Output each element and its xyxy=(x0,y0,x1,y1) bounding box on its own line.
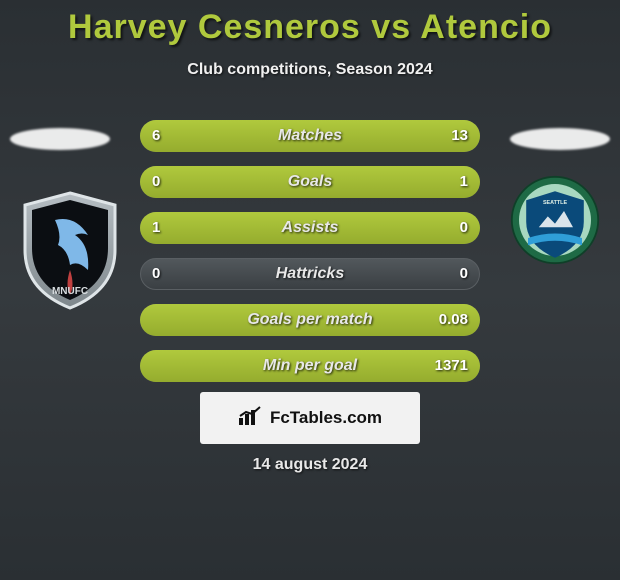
svg-text:SEATTLE: SEATTLE xyxy=(543,200,568,206)
stat-row: 10Assists xyxy=(140,212,480,244)
player-halo-left xyxy=(10,128,110,150)
subtitle: Club competitions, Season 2024 xyxy=(0,61,620,79)
page-title: Harvey Cesneros vs Atencio xyxy=(0,0,620,47)
stat-row: 0.08Goals per match xyxy=(140,304,480,336)
stat-label: Goals per match xyxy=(140,304,480,336)
mnufc-crest: MNUFC xyxy=(20,190,120,290)
player-halo-right xyxy=(510,128,610,150)
stat-label: Assists xyxy=(140,212,480,244)
sounders-crest: SEATTLE xyxy=(510,175,600,265)
stat-label: Matches xyxy=(140,120,480,152)
chart-icon xyxy=(238,406,264,431)
watermark-text: FcTables.com xyxy=(270,408,382,428)
stat-row: 1371Min per goal xyxy=(140,350,480,382)
stat-label: Hattricks xyxy=(140,258,480,290)
stat-label: Min per goal xyxy=(140,350,480,382)
stat-label: Goals xyxy=(140,166,480,198)
stat-row: 00Hattricks xyxy=(140,258,480,290)
stat-row: 01Goals xyxy=(140,166,480,198)
watermark: FcTables.com xyxy=(200,392,420,444)
svg-text:MNUFC: MNUFC xyxy=(52,286,88,297)
comparison-chart: 613Matches 01Goals 10Assists 00Hattricks 0.0… xyxy=(140,120,480,396)
date-label: 14 august 2024 xyxy=(0,456,620,474)
stat-row: 613Matches xyxy=(140,120,480,152)
